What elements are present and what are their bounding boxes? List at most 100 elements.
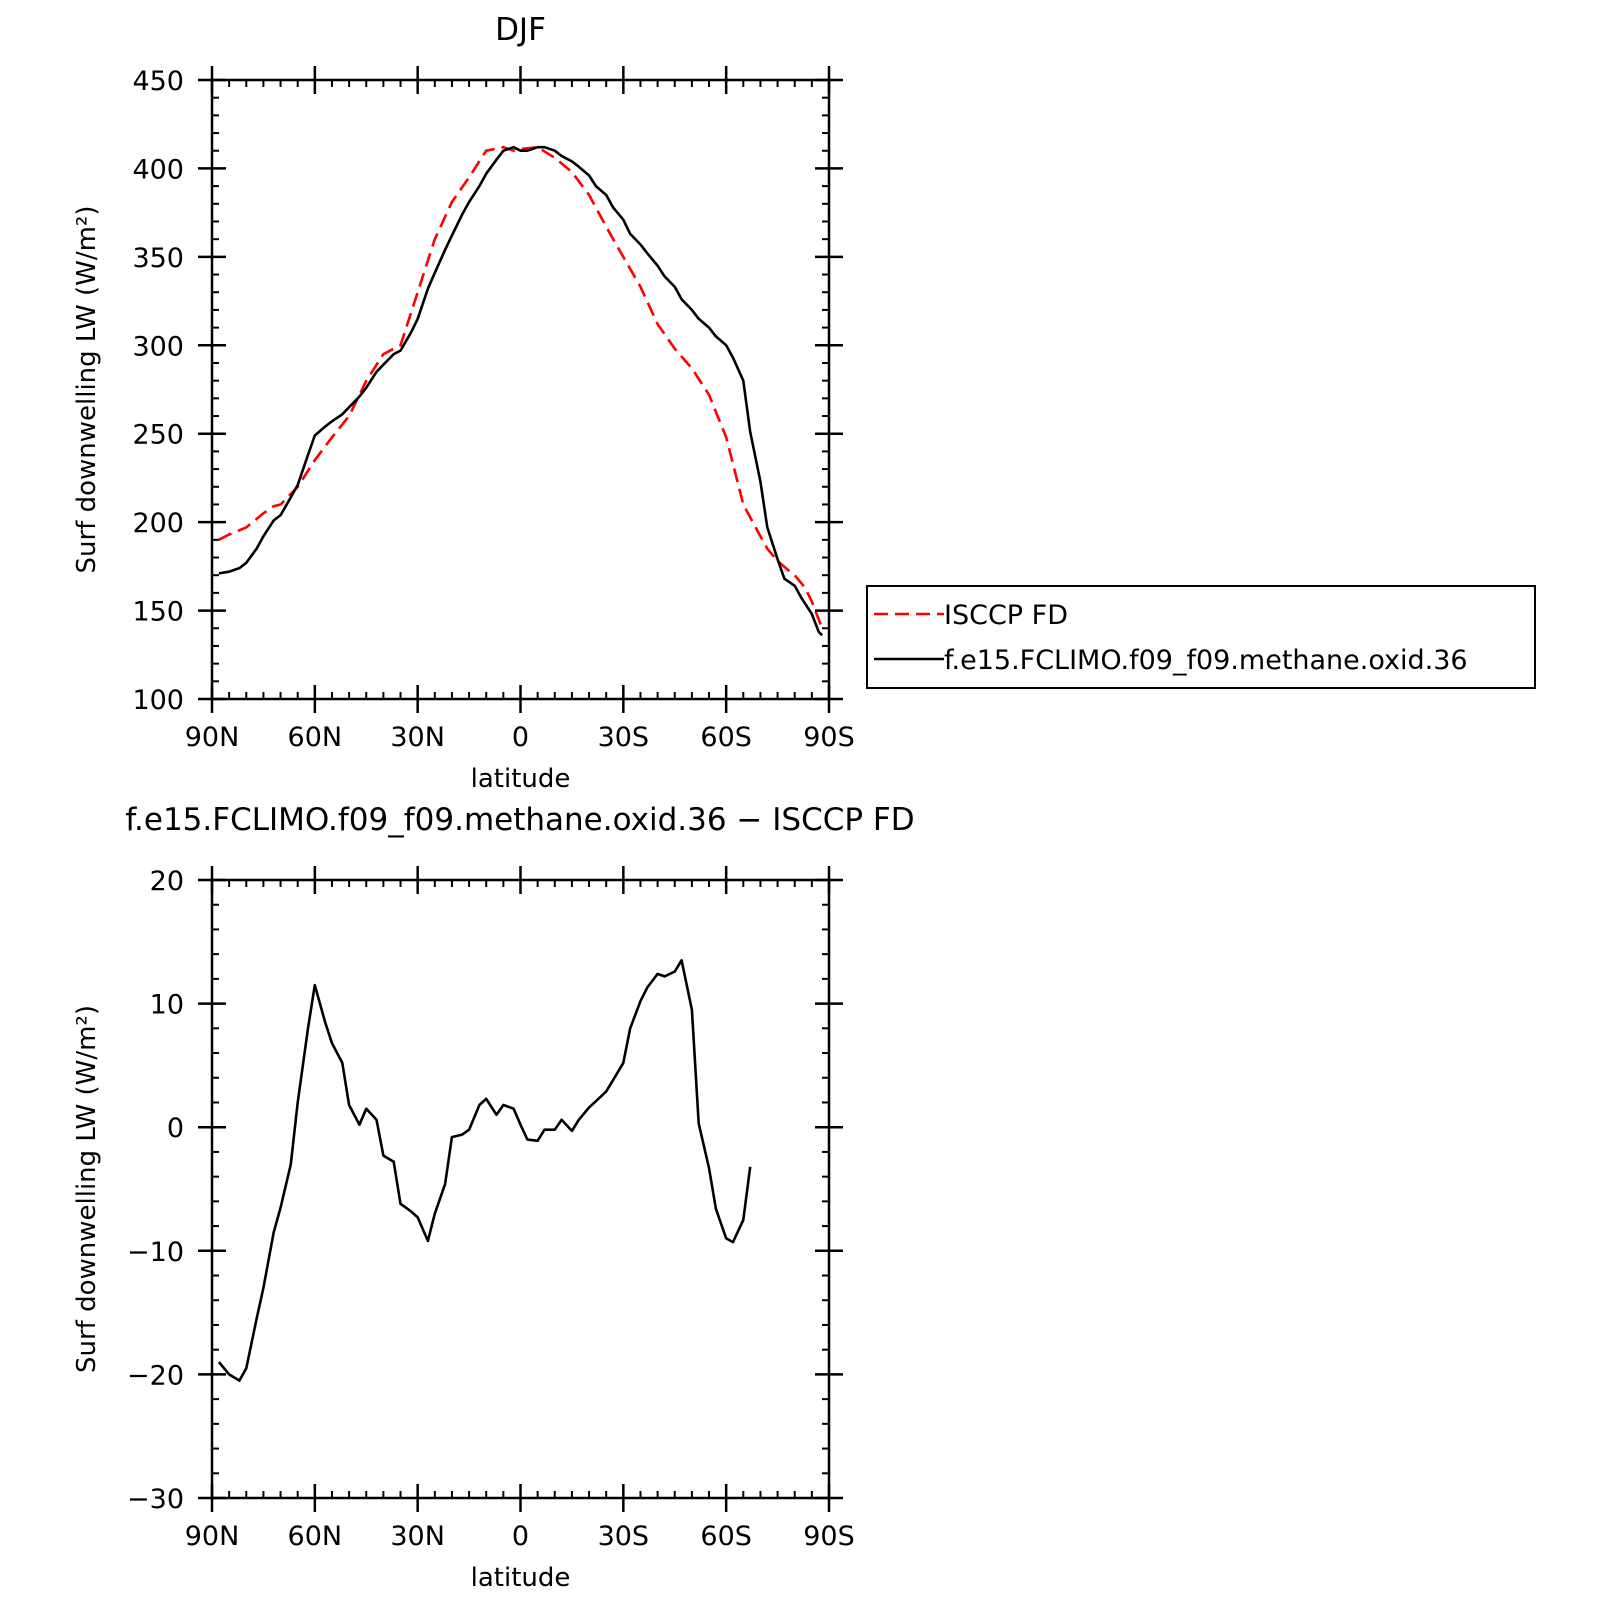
data-point: [263, 536, 264, 537]
series-points-1: [218, 147, 822, 636]
data-point: [691, 1009, 692, 1010]
data-point: [750, 1166, 751, 1167]
data-point: [513, 150, 514, 151]
data-point: [229, 534, 230, 535]
data-point: [451, 201, 452, 202]
data-point: [331, 437, 332, 438]
data-point: [715, 336, 716, 337]
data-point: [239, 1380, 240, 1381]
data-point: [657, 265, 658, 266]
data-point: [280, 504, 281, 505]
y-tick-label: −10: [127, 1237, 184, 1268]
data-point: [410, 1211, 411, 1212]
x-tick-label: 30S: [598, 1521, 650, 1552]
bottom-panel: f.e15.FCLIMO.f09_f09.methane.oxid.36 − I…: [72, 802, 915, 1593]
data-point: [520, 150, 521, 151]
data-point: [784, 578, 785, 579]
data-point: [606, 226, 607, 227]
data-point: [726, 345, 727, 346]
data-point: [822, 628, 823, 629]
data-point: [750, 431, 751, 432]
x-tick-label: 90S: [803, 1521, 855, 1552]
data-point: [263, 513, 264, 514]
x-tick-label: 90S: [803, 722, 855, 753]
data-point: [256, 1318, 257, 1319]
data-point: [314, 435, 315, 436]
data-point: [571, 1130, 572, 1131]
data-point: [503, 147, 504, 148]
data-point: [496, 1114, 497, 1115]
chart-title: f.e15.FCLIMO.f09_f09.methane.oxid.36 − I…: [125, 802, 914, 838]
plot-frame: [210, 78, 831, 701]
data-point: [486, 1098, 487, 1099]
data-point: [640, 286, 641, 287]
data-point: [811, 601, 812, 602]
data-point: [451, 235, 452, 236]
data-point: [674, 286, 675, 287]
data-point: [595, 1101, 596, 1102]
data-point: [383, 354, 384, 355]
data-point: [359, 396, 360, 397]
data-point: [400, 1203, 401, 1204]
data-point: [342, 1062, 343, 1063]
data-point: [503, 1104, 504, 1105]
data-point: [804, 587, 805, 588]
data-point: [777, 559, 778, 560]
data-point: [708, 327, 709, 328]
data-point: [331, 421, 332, 422]
data-point: [537, 147, 538, 148]
legend-box: [866, 585, 1536, 689]
data-point: [218, 1361, 219, 1362]
data-point: [445, 249, 446, 250]
data-point: [273, 1232, 274, 1233]
data-point: [691, 368, 692, 369]
data-point: [273, 520, 274, 521]
x-axis-label: latitude: [471, 764, 571, 794]
plot-frame: [210, 878, 831, 1500]
data-point: [383, 364, 384, 365]
data-point: [218, 573, 219, 574]
data-point: [307, 454, 308, 455]
x-axis-label: latitude: [471, 1563, 571, 1593]
data-point: [462, 214, 463, 215]
data-point: [657, 324, 658, 325]
y-tick-label: −30: [127, 1484, 184, 1515]
data-point: [732, 1242, 733, 1243]
y-tick-label: −20: [127, 1360, 184, 1391]
data-point: [451, 1137, 452, 1138]
data-point: [708, 1167, 709, 1168]
y-tick-label: 100: [132, 685, 184, 716]
y-tick-label: 300: [132, 331, 184, 362]
legend-label-0: ISCCP FD: [944, 600, 1068, 631]
series-line-0: [218, 145, 824, 629]
data-point: [544, 147, 545, 148]
x-tick-label: 0: [512, 1521, 529, 1552]
data-point: [811, 614, 812, 615]
data-point: [314, 460, 315, 461]
x-tick-label: 30N: [390, 722, 445, 753]
data-point: [681, 299, 682, 300]
series-line-0: [217, 959, 752, 1382]
data-point: [325, 1022, 326, 1023]
data-point: [393, 354, 394, 355]
data-point: [246, 562, 247, 563]
data-point: [561, 155, 562, 156]
data-point: [767, 548, 768, 549]
data-point: [263, 1287, 264, 1288]
data-point: [674, 971, 675, 972]
data-point: [640, 244, 641, 245]
y-axis-label: Surf downwelling LW (W/m²): [72, 206, 102, 574]
x-tick-label: 90N: [185, 1521, 240, 1552]
data-point: [469, 177, 470, 178]
series-points-0: [218, 960, 751, 1381]
data-point: [503, 150, 504, 151]
data-point: [818, 631, 819, 632]
data-point: [434, 239, 435, 240]
data-point: [527, 1139, 528, 1140]
y-tick-label: 450: [132, 66, 184, 97]
data-point: [376, 1119, 377, 1120]
data-point: [349, 407, 350, 408]
data-point: [589, 175, 590, 176]
data-point: [434, 1213, 435, 1214]
